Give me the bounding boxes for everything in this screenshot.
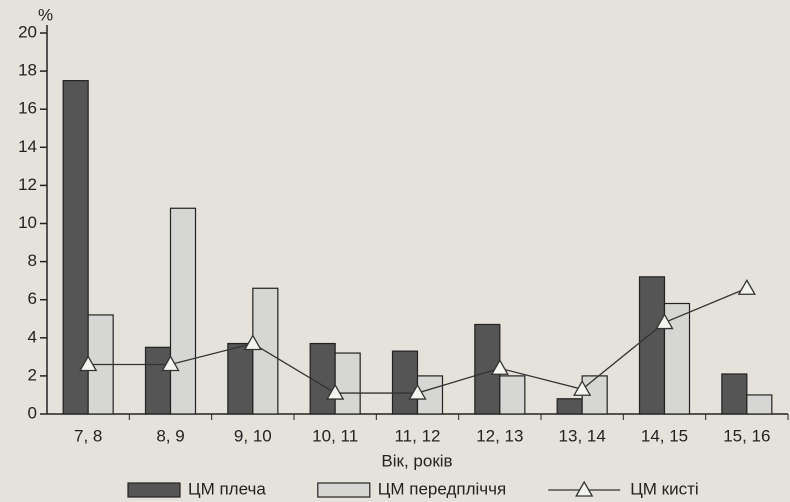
bar	[499, 375, 526, 415]
marker	[161, 355, 180, 372]
y-tick-label: 6	[28, 289, 37, 308]
marker	[326, 383, 345, 400]
y-tick-label: 0	[28, 403, 37, 422]
x-tick-label: 14, 15	[641, 426, 688, 445]
bar	[144, 346, 172, 415]
bar	[556, 398, 583, 415]
legend-label: ЦМ передпліччя	[378, 479, 506, 498]
x-tick-label: 12, 13	[476, 426, 523, 445]
marker	[408, 383, 427, 400]
marker	[737, 278, 756, 295]
y-tick-label: 20	[18, 22, 37, 41]
x-tick-label: 8, 9	[156, 426, 184, 445]
marker	[490, 358, 509, 375]
bar	[62, 80, 89, 415]
y-tick-label: 18	[18, 61, 37, 80]
y-tick-label: 12	[18, 175, 37, 194]
marker	[79, 355, 98, 372]
y-tick-label: 8	[28, 251, 37, 270]
y-tick-label: 10	[18, 213, 37, 232]
x-axis-label: Вік, років	[381, 451, 452, 470]
legend-label: ЦМ плеча	[188, 479, 266, 498]
marker	[655, 313, 674, 330]
y-unit: %	[38, 5, 53, 24]
x-tick-label: 11, 12	[394, 426, 440, 445]
y-tick-label: 2	[28, 365, 37, 384]
x-tick-label: 10, 11	[312, 426, 358, 445]
legend-marker	[575, 480, 594, 497]
x-tick-label: 7, 8	[74, 426, 102, 445]
bar	[309, 342, 336, 415]
bar	[169, 207, 197, 415]
legend-label: ЦМ кисті	[630, 479, 698, 498]
x-tick-label: 9, 10	[234, 426, 272, 445]
marker	[243, 334, 262, 351]
legend-swatch	[127, 482, 181, 498]
bar	[227, 342, 254, 415]
legend-swatch	[317, 482, 371, 498]
bar	[391, 350, 419, 415]
y-tick-label: 4	[28, 327, 37, 346]
bar	[721, 373, 748, 415]
marker	[573, 379, 592, 396]
y-tick-label: 14	[18, 137, 37, 156]
x-tick-label: 15, 16	[723, 426, 770, 445]
y-tick-label: 16	[18, 99, 37, 118]
bar	[638, 276, 666, 415]
bar	[746, 394, 773, 415]
bar	[334, 352, 361, 415]
x-tick-label: 13, 14	[559, 426, 606, 445]
